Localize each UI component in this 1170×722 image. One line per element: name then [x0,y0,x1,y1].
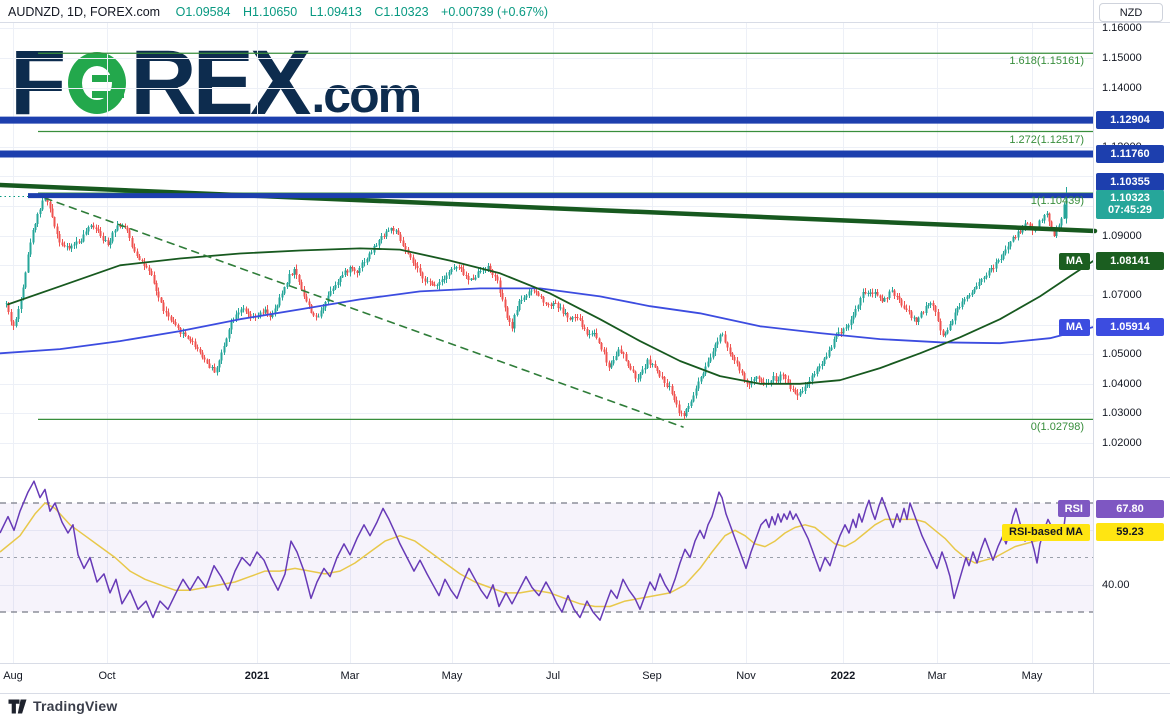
ohlc-close: C1.10323 [374,5,429,19]
ohlc-open: O1.09584 [175,5,231,19]
time-axis[interactable] [0,663,1093,693]
ohlc-high: H1.10650 [243,5,298,19]
tradingview-brand-text: TradingView [33,698,118,714]
quote-currency-button[interactable]: NZD [1099,3,1163,22]
price-axis[interactable] [1093,22,1170,663]
symbol-title[interactable]: AUDNZD, 1D, FOREX.com [8,5,161,19]
change-value: +0.00739 (+0.67%) [441,5,549,19]
forex-com-watermark-logo: F REX .com [10,32,422,134]
logo-dotcom: .com [311,67,422,123]
ohlc-low: L1.09413 [309,5,362,19]
tradingview-logo-icon [8,699,27,713]
tradingview-attribution[interactable]: TradingView [8,698,117,714]
logo-letters-rex: REX [130,32,311,134]
symbol-legend[interactable]: AUDNZD, 1D, FOREX.com O1.09584 H1.10650 … [8,5,557,19]
logo-letter-f: F [10,32,66,134]
